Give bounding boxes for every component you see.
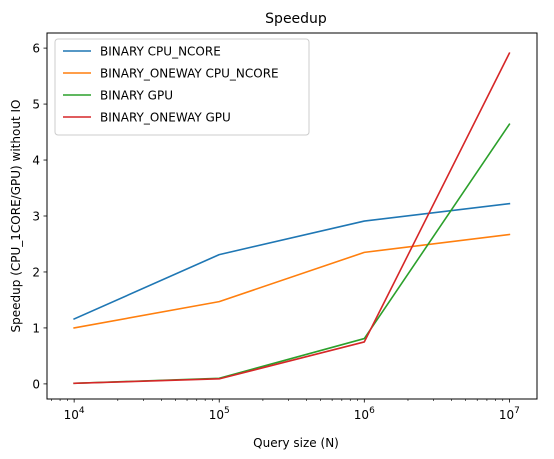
legend: BINARY CPU_NCORE BINARY_ONEWAY CPU_NCORE B… (55, 39, 309, 135)
y-tick-label: 5 (32, 98, 40, 112)
legend-label-1: BINARY CPU_NCORE (100, 45, 221, 59)
y-axis: 0 1 2 3 4 5 6 (32, 42, 47, 392)
x-axis: 104 105 106 107 (52, 399, 520, 422)
x-tick-label: 107 (499, 406, 520, 422)
x-tick-label: 105 (209, 406, 230, 422)
legend-label-2: BINARY_ONEWAY CPU_NCORE (100, 67, 279, 81)
legend-label-4: BINARY_ONEWAY GPU (100, 111, 231, 125)
y-tick-label: 0 (32, 377, 40, 391)
x-axis-label: Query size (N) (253, 436, 339, 450)
chart-title: Speedup (265, 11, 327, 27)
x-tick-label: 106 (354, 406, 375, 422)
x-tick-label: 104 (64, 406, 85, 422)
y-tick-label: 6 (32, 42, 40, 56)
y-tick-label: 3 (32, 210, 40, 224)
y-tick-label: 2 (32, 265, 40, 279)
legend-label-3: BINARY GPU (100, 89, 173, 103)
y-axis-label: Speedup (CPU_1CORE/GPU) without IO (9, 100, 23, 333)
y-tick-label: 4 (32, 154, 40, 168)
y-tick-label: 1 (32, 321, 40, 335)
